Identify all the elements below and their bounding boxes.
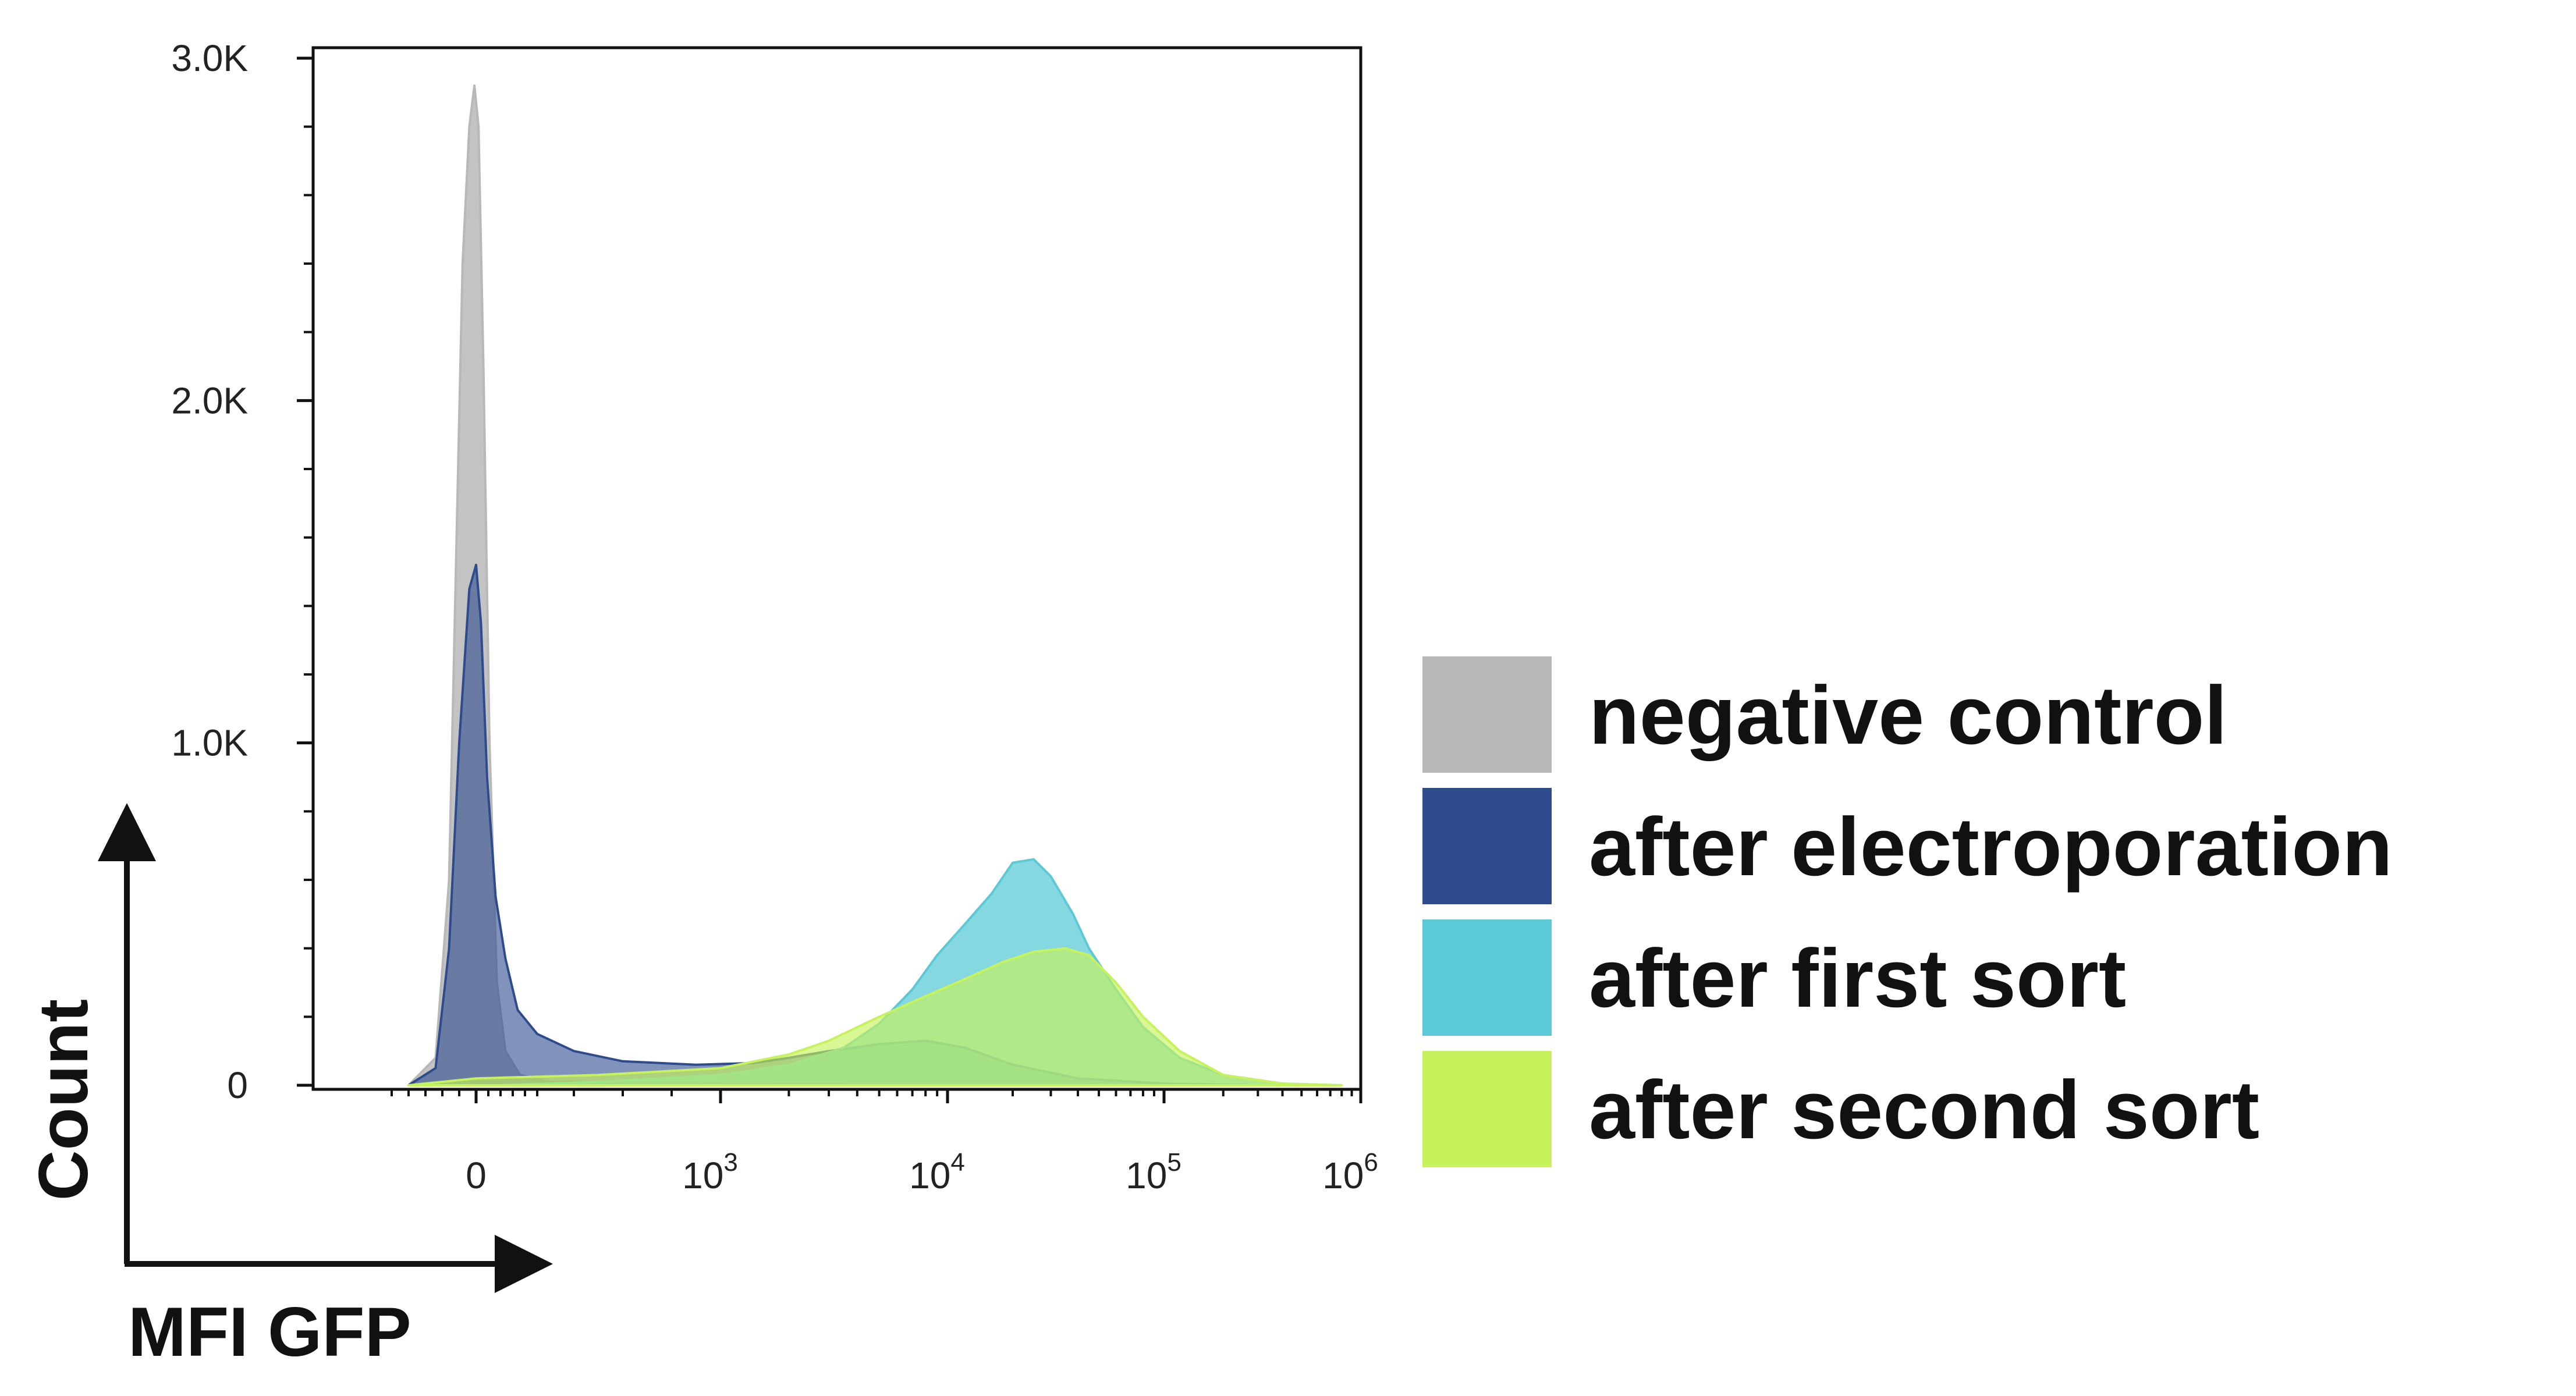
x-tick-label: 105 xyxy=(1126,1148,1181,1196)
x-tick-label: 0 xyxy=(466,1155,487,1196)
legend-label-after-first-sort: after first sort xyxy=(1589,932,2126,1025)
y-tick-label: 0 xyxy=(227,1064,248,1106)
y-tick-label: 1.0K xyxy=(171,722,248,764)
y-tick-label: 3.0K xyxy=(171,37,248,79)
legend-swatch-negative-control xyxy=(1422,656,1552,773)
y-tick-label: 2.0K xyxy=(171,379,248,421)
legend-swatch-after-electroporation xyxy=(1422,788,1552,904)
legend-swatch-after-second-sort xyxy=(1422,1051,1552,1167)
x-axis: 0 103 104 105 106 xyxy=(391,1089,1378,1196)
legend-label-after-second-sort: after second sort xyxy=(1589,1064,2259,1156)
series-after-second-sort xyxy=(407,947,1343,1086)
x-tick-label: 103 xyxy=(682,1148,738,1196)
plot-frame xyxy=(311,46,1362,1091)
y-axis-title: Count xyxy=(24,999,102,1201)
y-axis: 0 1.0K 2.0K 3.0K xyxy=(171,37,312,1106)
x-tick-label: 106 xyxy=(1322,1148,1378,1196)
histogram-series-layer xyxy=(407,84,1343,1086)
x-tick-label: 104 xyxy=(909,1148,965,1196)
legend-label-after-electroporation: after electroporation xyxy=(1589,801,2393,893)
x-axis-title: MFI GFP xyxy=(128,1293,411,1371)
legend-label-negative-control: negative control xyxy=(1589,669,2227,762)
legend: negative control after electroporation aft… xyxy=(1422,656,2393,1167)
legend-swatch-after-first-sort xyxy=(1422,919,1552,1036)
